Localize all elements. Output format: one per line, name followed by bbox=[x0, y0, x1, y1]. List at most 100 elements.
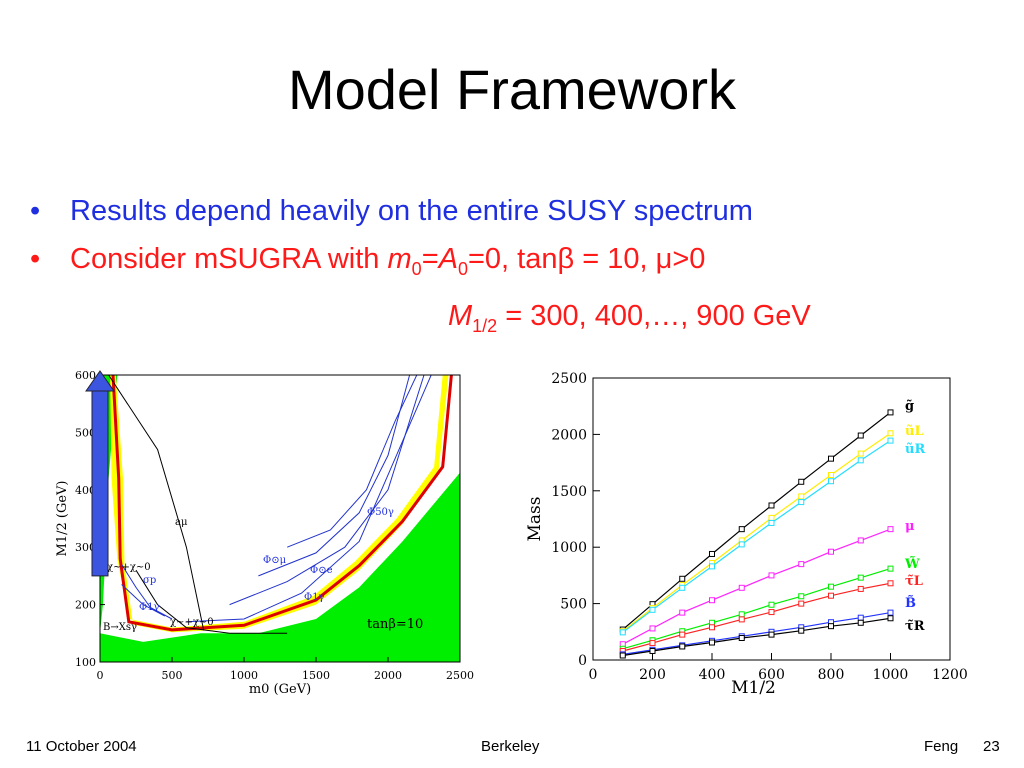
bullet-text-1: Results depend heavily on the entire SUS… bbox=[70, 195, 753, 227]
cosmology-band-red bbox=[111, 374, 453, 632]
data-point bbox=[768, 502, 775, 509]
y-axis-label: Mass bbox=[525, 497, 545, 542]
y-tick-label: 400 bbox=[75, 484, 96, 497]
mass-spectrum-chart: 0 200 400 600 800 1000 1200 0 500 1000 1500 2000 250… bbox=[525, 371, 968, 698]
data-point bbox=[828, 478, 834, 485]
x-axis-label: M1/2 bbox=[731, 678, 776, 698]
neutralino-contour-0 bbox=[287, 374, 418, 548]
data-point bbox=[798, 493, 805, 500]
data-point bbox=[738, 541, 745, 548]
arrow-head bbox=[85, 370, 115, 392]
bullet2-A: A bbox=[438, 243, 458, 275]
data-point bbox=[649, 647, 656, 654]
data-point bbox=[679, 575, 686, 582]
bullet-text-2: Consider mSUGRA with m0=A0=0, tanβ = 10,… bbox=[70, 243, 705, 280]
data-point bbox=[768, 631, 775, 638]
series-label: μ bbox=[905, 519, 915, 534]
data-point bbox=[738, 584, 745, 591]
neutralino-contour-2 bbox=[229, 374, 425, 606]
x-tick-label: 2000 bbox=[374, 669, 402, 682]
data-point bbox=[887, 437, 894, 444]
series-label: g̃ bbox=[905, 399, 914, 414]
data-point bbox=[649, 640, 656, 647]
arrow-shaft bbox=[91, 388, 109, 577]
x-tick-label: 1200 bbox=[932, 667, 968, 683]
y-tick-label: 200 bbox=[75, 599, 96, 612]
data-point bbox=[768, 519, 775, 526]
footer-venue: Berkeley bbox=[481, 738, 540, 755]
data-point bbox=[828, 592, 834, 599]
data-point bbox=[738, 635, 745, 642]
data-point bbox=[619, 629, 626, 636]
series-line bbox=[622, 411, 891, 630]
chart-annotation: σp bbox=[143, 575, 156, 586]
y-tick-label: 2000 bbox=[551, 427, 587, 443]
data-point bbox=[887, 609, 894, 616]
x-tick-label: 0 bbox=[589, 667, 598, 683]
neutralino-contour-3 bbox=[186, 374, 432, 623]
chart-annotation: χ~+χ~0 bbox=[107, 562, 151, 573]
x-tick-label: 500 bbox=[162, 669, 183, 682]
x-axis-label: m0 (GeV) bbox=[249, 682, 311, 697]
data-point bbox=[828, 583, 834, 590]
x-tick-label: 600 bbox=[758, 667, 785, 683]
x-tick-label: 2500 bbox=[446, 669, 474, 682]
bullet2-rest2: = 10, bbox=[574, 243, 656, 275]
chart-annotation: aμ bbox=[175, 517, 188, 528]
y-tick-label: 300 bbox=[75, 541, 96, 554]
slide-title: Model Framework bbox=[287, 58, 737, 121]
x-tick-label: 800 bbox=[818, 667, 845, 683]
line2-M: M bbox=[448, 300, 473, 332]
neutralino-contour-5 bbox=[121, 584, 166, 617]
y-tick-label: 500 bbox=[560, 597, 587, 613]
data-point bbox=[857, 614, 864, 621]
data-point bbox=[679, 643, 686, 650]
bullet-symbol: • bbox=[30, 243, 41, 275]
data-point bbox=[679, 609, 686, 616]
data-point bbox=[709, 563, 715, 570]
x-tick-label: 1500 bbox=[302, 669, 330, 682]
y-tick-label: 500 bbox=[75, 426, 96, 439]
data-point bbox=[857, 457, 864, 464]
series-line bbox=[622, 617, 891, 657]
series-line bbox=[622, 568, 891, 650]
bullet2-sub0: 0 bbox=[411, 258, 422, 279]
y-axis-label: M1/2 (GeV) bbox=[55, 481, 70, 557]
data-point bbox=[828, 472, 834, 479]
data-point bbox=[768, 572, 775, 579]
bullet2-eq: = bbox=[421, 243, 439, 275]
chart-annotation: Φ1γ bbox=[304, 592, 325, 603]
chart-annotation: χ~+χ~0 bbox=[170, 617, 214, 628]
series-label: W̃ bbox=[904, 556, 920, 572]
series-label: ũR bbox=[905, 442, 925, 457]
data-point bbox=[857, 537, 864, 544]
x-tick-label: 0 bbox=[97, 669, 104, 682]
data-point bbox=[798, 478, 805, 485]
data-point bbox=[768, 514, 775, 521]
series-label: ũL bbox=[905, 424, 924, 439]
data-point bbox=[887, 580, 894, 587]
data-point bbox=[649, 606, 656, 613]
data-point bbox=[768, 601, 775, 608]
y-tick-label: 0 bbox=[578, 653, 587, 669]
data-point bbox=[857, 574, 864, 581]
data-point bbox=[709, 624, 715, 631]
data-point bbox=[887, 526, 894, 533]
data-point bbox=[679, 631, 686, 638]
y-tick-label: 1500 bbox=[551, 484, 587, 500]
data-point bbox=[887, 565, 894, 572]
bullet-symbol: • bbox=[30, 195, 41, 227]
data-point bbox=[798, 561, 805, 568]
x-tick-label: 1000 bbox=[873, 667, 909, 683]
series-line bbox=[622, 612, 891, 655]
data-point bbox=[738, 616, 745, 623]
data-point bbox=[857, 585, 864, 592]
data-point bbox=[619, 652, 626, 659]
series-line bbox=[622, 432, 891, 632]
bullet2-prefix: Consider mSUGRA with bbox=[70, 243, 388, 275]
chart-annotation: Φ⊙μ bbox=[263, 555, 287, 566]
data-point bbox=[649, 625, 656, 632]
y-tick-label: 600 bbox=[75, 369, 96, 382]
footer-page-number: 23 bbox=[983, 738, 1000, 755]
chart-annotation: Φ⊙e bbox=[310, 565, 333, 576]
